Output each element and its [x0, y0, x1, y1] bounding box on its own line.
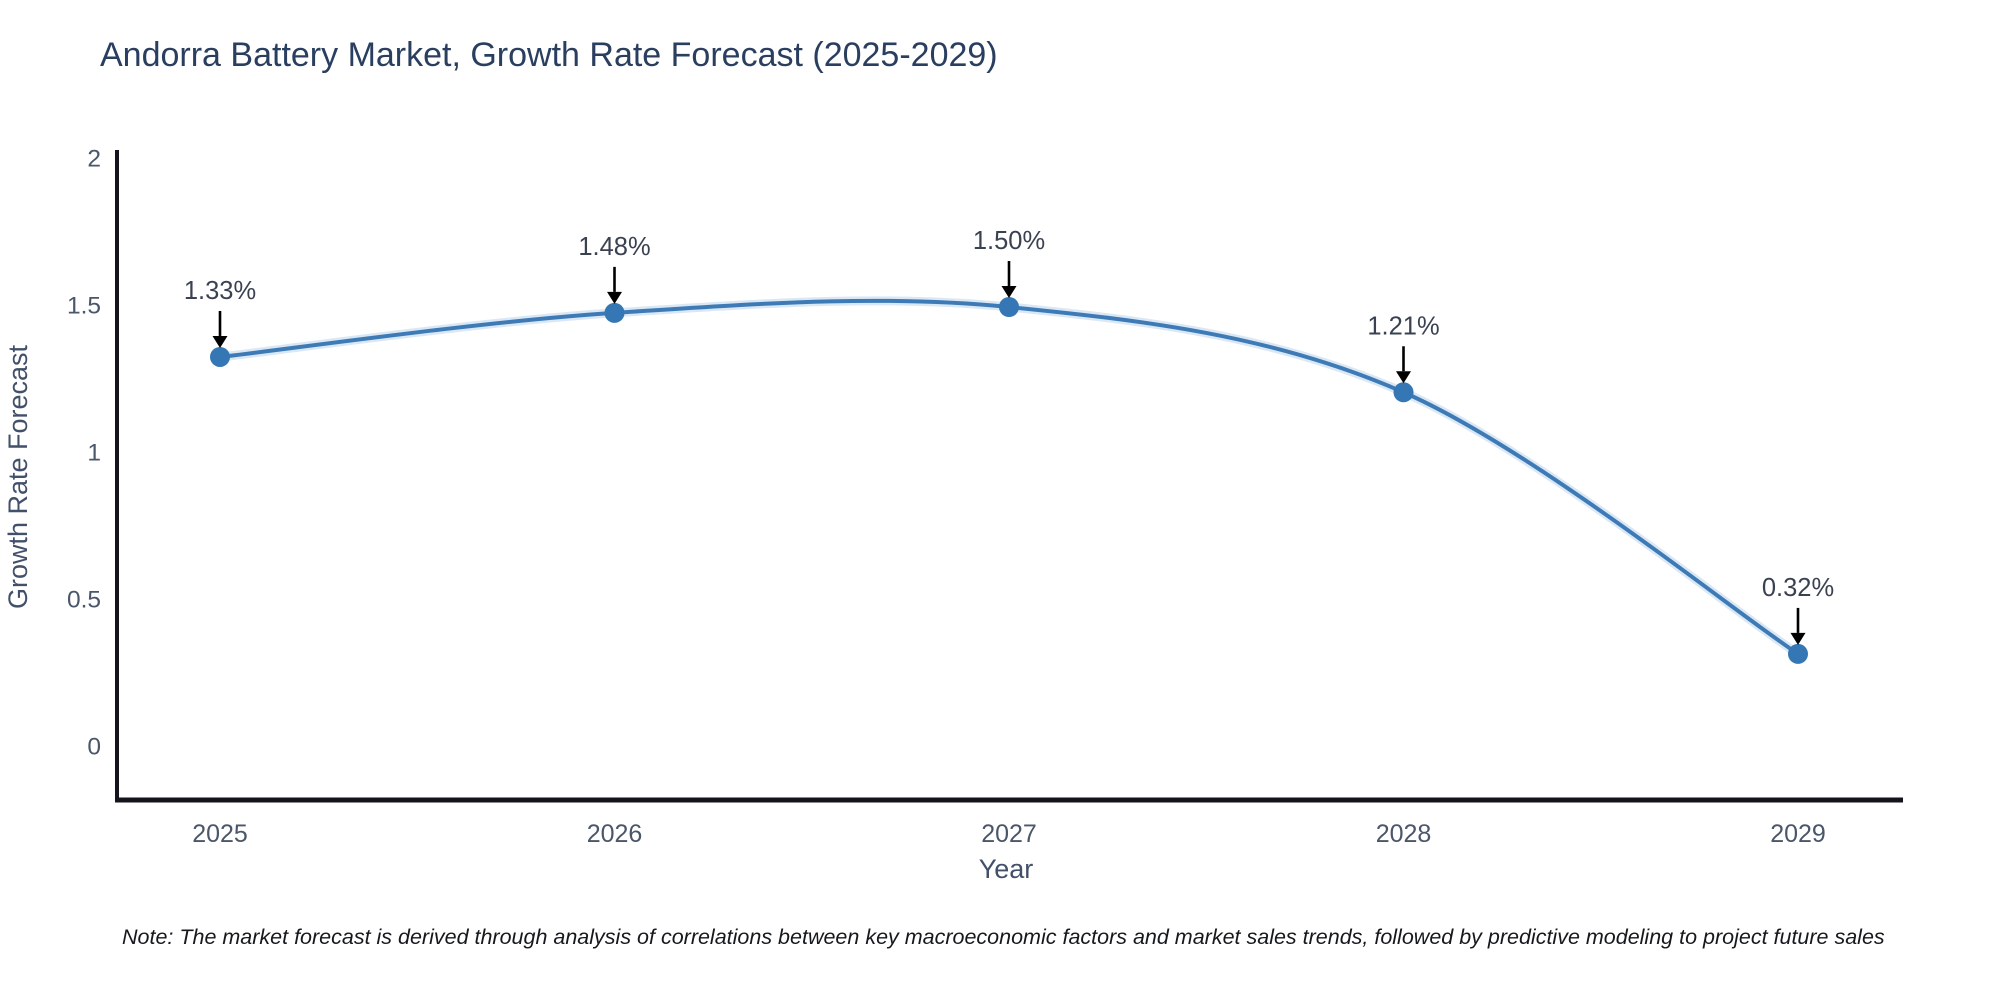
annotation-arrow-head	[607, 291, 622, 304]
x-axis-title: Year	[979, 854, 1034, 884]
x-tick-label: 2027	[981, 820, 1037, 848]
y-tick-label: 1.5	[67, 292, 101, 319]
annotation-arrow-head	[212, 335, 228, 348]
x-tick-label: 2028	[1376, 820, 1432, 848]
growth-rate-line-chart: 0 0.5 1 1.5 2 2025 2026 2027 2028 2029 Growth Rate…	[3, 145, 1903, 884]
annotation-label-2027: 1.50%	[973, 227, 1045, 255]
annotation-label-2025: 1.33%	[184, 277, 256, 305]
y-tick-label: 2	[87, 145, 101, 172]
data-point-2029	[1788, 643, 1808, 664]
y-tick-label: 0	[87, 733, 101, 760]
y-axis-title: Growth Rate Forecast	[3, 344, 33, 609]
x-tick-label: 2025	[192, 820, 248, 848]
y-tick-label: 0.5	[67, 586, 101, 613]
data-point-2025	[210, 346, 230, 367]
annotation-arrow-head	[1396, 371, 1411, 384]
annotation-arrow-head	[1790, 632, 1806, 645]
data-point-2028	[1393, 382, 1414, 403]
series-line-glow	[215, 296, 1803, 659]
y-tick-label: 1	[87, 439, 101, 466]
x-tick-label: 2026	[587, 820, 643, 848]
series-line	[218, 298, 1800, 656]
data-point-2027	[999, 297, 1019, 317]
annotation-label-2029: 0.32%	[1762, 574, 1834, 602]
annotation-label-2026: 1.48%	[578, 233, 650, 261]
chart-title: Andorra Battery Market, Growth Rate Fore…	[100, 36, 998, 74]
annotation-label-2028: 1.21%	[1367, 312, 1439, 340]
annotation-arrow-head	[1001, 286, 1017, 298]
x-tick-label: 2029	[1770, 820, 1826, 848]
chart-footnote: Note: The market forecast is derived thr…	[122, 925, 1885, 949]
data-point-2026	[604, 302, 625, 323]
